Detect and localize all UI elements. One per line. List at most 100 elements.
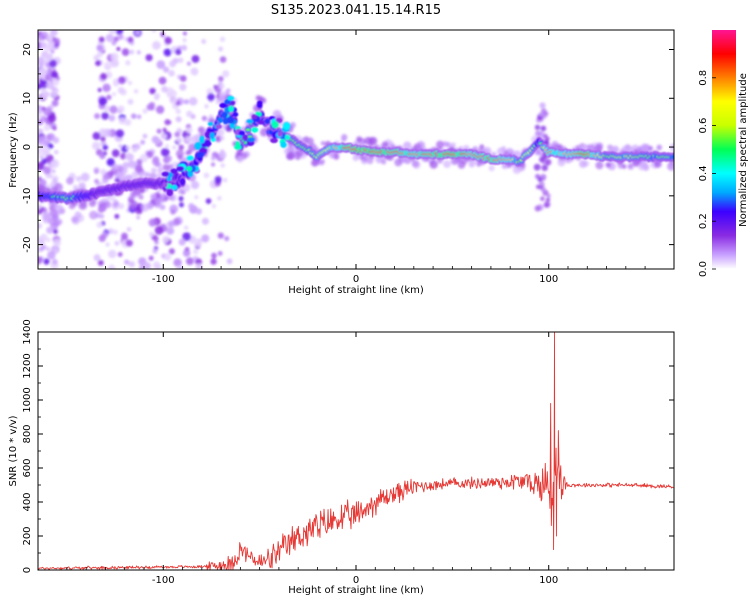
- heatmap-halo: [150, 193, 157, 201]
- heatmap-speckle: [175, 108, 181, 115]
- heatmap-blob: [277, 131, 283, 137]
- heatmap-speckle: [49, 30, 58, 37]
- heatmap-speckle: [179, 75, 187, 82]
- heatmap-blob: [251, 114, 258, 120]
- heatmap-speckle: [163, 253, 172, 261]
- heatmap-blob: [171, 184, 178, 191]
- heatmap-speckle: [101, 112, 109, 120]
- heatmap-speckle: [140, 139, 146, 145]
- heatmap-speckle: [136, 114, 142, 120]
- heatmap-speckle: [125, 239, 133, 247]
- heatmap-speckle: [108, 249, 117, 259]
- heatmap-halo: [121, 167, 128, 174]
- heatmap-speckle: [177, 57, 184, 64]
- heatmap-speckle: [117, 86, 125, 94]
- heatmap-speckle: [120, 153, 127, 160]
- heatmap-speckle: [182, 37, 187, 43]
- heatmap-halo: [41, 207, 48, 213]
- heatmap-blob: [207, 122, 214, 127]
- heatmap-speckle: [173, 258, 182, 267]
- heatmap-blob: [215, 124, 222, 130]
- heatmap-halo: [272, 109, 282, 119]
- heatmap-speckle: [201, 38, 207, 44]
- heatmap-speckle: [126, 153, 135, 162]
- heatmap-vertical-feature: [533, 163, 541, 171]
- heatmap-halo: [128, 202, 136, 210]
- heatmap-blob: [284, 134, 291, 140]
- heatmap-speckle: [164, 36, 172, 45]
- heatmap-blob: [166, 176, 172, 182]
- heatmap-x-tick-label: -100: [152, 274, 175, 285]
- heatmap-speckle: [152, 235, 159, 242]
- heatmap-speckle: [38, 112, 42, 120]
- heatmap-speckle: [148, 218, 157, 227]
- heatmap-halo: [435, 140, 445, 149]
- heatmap-speckle: [219, 149, 225, 155]
- heatmap-speckle: [38, 162, 45, 171]
- heatmap-blob: [166, 189, 174, 197]
- heatmap-speckle: [95, 60, 102, 67]
- heatmap-halo: [443, 160, 451, 169]
- heatmap-halo: [579, 160, 587, 168]
- heatmap-speckle: [40, 93, 48, 100]
- heatmap-halo: [628, 164, 633, 169]
- heatmap-vertical-feature: [537, 177, 543, 183]
- heatmap-speckle: [161, 85, 168, 93]
- heatmap-ridge-mid: [671, 153, 674, 160]
- heatmap-halo: [361, 154, 369, 162]
- heatmap-speckle: [195, 208, 202, 215]
- heatmap-speckle: [168, 69, 175, 77]
- heatmap-blob: [196, 151, 205, 158]
- heatmap-speckle: [111, 40, 117, 46]
- heatmap-speckle: [93, 254, 101, 262]
- heatmap-speckle: [214, 135, 222, 143]
- heatmap-speckle: [117, 251, 123, 257]
- heatmap-speckle: [52, 126, 57, 131]
- heatmap-speckle: [112, 92, 117, 97]
- heatmap-speckle: [210, 162, 216, 167]
- heatmap-blob: [161, 171, 170, 177]
- heatmap-halo: [259, 128, 269, 137]
- heatmap-speckle: [38, 176, 42, 181]
- heatmap-speckle: [42, 150, 49, 157]
- heatmap-speckle: [179, 83, 187, 91]
- heatmap-speckle: [169, 60, 177, 68]
- heatmap-speckle: [172, 145, 177, 150]
- heatmap-speckle: [145, 150, 154, 159]
- heatmap-blob: [280, 141, 287, 148]
- heatmap-speckle: [131, 147, 138, 153]
- heatmap-halo: [188, 143, 197, 152]
- heatmap-halo: [66, 176, 74, 185]
- heatmap-vertical-feature: [545, 158, 552, 166]
- heatmap-speckle: [47, 143, 54, 149]
- heatmap-speckle: [38, 223, 42, 230]
- heatmap-vertical-feature: [545, 136, 550, 141]
- heatmap-speckle: [41, 244, 47, 250]
- heatmap-speckle: [127, 36, 134, 43]
- heatmap-speckle: [222, 70, 230, 78]
- heatmap-speckle: [52, 37, 60, 45]
- heatmap-speckle: [43, 166, 51, 175]
- heatmap-blob: [162, 182, 168, 188]
- heatmap-speckle: [43, 258, 50, 265]
- heatmap-speckle: [107, 264, 116, 269]
- snr-y-tick-label: 1200: [22, 353, 33, 378]
- heatmap-speckle: [151, 30, 157, 33]
- heatmap-speckle: [102, 173, 109, 180]
- heatmap-halo: [557, 158, 566, 167]
- heatmap-speckle: [211, 203, 217, 209]
- heatmap-speckle: [41, 106, 46, 111]
- heatmap-speckle: [114, 213, 120, 219]
- heatmap-blob: [247, 137, 255, 142]
- heatmap-speckle: [158, 76, 167, 85]
- heatmap-speckle: [100, 168, 107, 175]
- heatmap-speckle: [219, 56, 227, 63]
- heatmap-speckle: [116, 46, 121, 52]
- snr-panel: -100 0 100 0 200 400 600 800 1000 1200 1400 Heigh…: [8, 319, 675, 596]
- snr-x-tick-label: 0: [353, 575, 359, 586]
- heatmap-speckle: [162, 134, 167, 139]
- heatmap-halo: [190, 135, 199, 144]
- heatmap-halo: [286, 151, 296, 160]
- heatmap-speckle: [188, 97, 198, 106]
